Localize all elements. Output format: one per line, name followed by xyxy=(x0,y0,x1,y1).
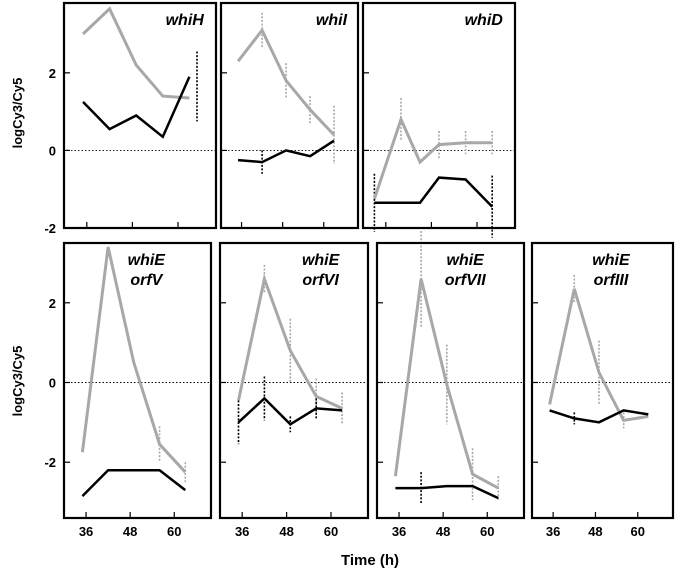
x-tick-label: 36 xyxy=(235,524,249,539)
series-line-gray xyxy=(237,273,343,410)
panel-3: whiD xyxy=(361,1,517,238)
series-line-black xyxy=(81,468,187,497)
panel-7: 36 48 60 whiE orfIII xyxy=(530,241,675,539)
series-line-black xyxy=(395,484,499,500)
series-line-gray xyxy=(81,6,190,100)
panel-frame xyxy=(62,1,218,230)
y-tick-label: -2 xyxy=(44,455,56,470)
series-line-gray xyxy=(80,246,187,474)
panel-frame xyxy=(219,1,360,230)
panel-frame xyxy=(375,241,526,520)
panel-frame xyxy=(62,241,213,520)
panel-frame xyxy=(218,241,370,520)
y-tick-label: 0 xyxy=(49,375,56,390)
x-tick-label: 60 xyxy=(480,524,494,539)
x-axis-title: Time (h) xyxy=(341,552,399,569)
x-tick-label: 60 xyxy=(631,524,645,539)
x-tick-label: 36 xyxy=(546,524,560,539)
panel-frame xyxy=(361,1,517,230)
panel-title: whiE xyxy=(447,252,486,269)
y-tick-label: 2 xyxy=(49,66,56,81)
x-tick-label: 36 xyxy=(392,524,406,539)
series-line-gray xyxy=(236,27,336,136)
x-tick-label: 36 xyxy=(79,524,93,539)
x-tick-label: 60 xyxy=(167,524,181,539)
y-axis-title-top: logCy3/Cy5 xyxy=(10,78,25,149)
x-tick-label: 48 xyxy=(123,524,137,539)
panel-2: whiI xyxy=(219,1,360,230)
y-tick-label: 0 xyxy=(49,143,56,158)
panel-5: 36 48 60 whiE orfVI xyxy=(218,241,370,539)
series-line-black xyxy=(237,139,335,164)
x-tick-label: 48 xyxy=(436,524,450,539)
panel-title: whiD xyxy=(465,12,504,29)
series-line-gray xyxy=(393,278,500,490)
series-line-gray xyxy=(372,115,493,200)
panel-4: -2 0 2 36 48 60 whiE orfV xyxy=(44,241,213,539)
panel-title: whiE xyxy=(128,252,167,269)
panel-title: whiE xyxy=(592,252,631,269)
panel-title: orfVI xyxy=(302,272,339,289)
panel-title: whiE xyxy=(302,252,341,269)
y-axis-title-bottom: logCy3/Cy5 xyxy=(10,346,25,417)
panel-title: orfIII xyxy=(594,272,629,289)
panel-6: 36 48 60 whiE orfVII xyxy=(375,231,526,539)
panel-title: whiH xyxy=(166,12,205,29)
panel-1: -2 0 2 whiH xyxy=(44,1,218,236)
panel-title: orfV xyxy=(130,272,163,289)
series-line-gray xyxy=(548,288,649,423)
panel-title: orfVII xyxy=(445,272,486,289)
panel-title: whiI xyxy=(316,12,348,29)
y-tick-label: -2 xyxy=(44,221,56,236)
series-line-black xyxy=(82,76,191,139)
y-tick-label: 2 xyxy=(49,296,56,311)
series-line-black xyxy=(549,409,649,424)
x-tick-label: 60 xyxy=(324,524,338,539)
x-tick-label: 48 xyxy=(279,524,293,539)
x-tick-label: 48 xyxy=(588,524,602,539)
series-line-black xyxy=(237,396,343,426)
panel-frame xyxy=(530,241,675,520)
series-line-black xyxy=(374,176,494,208)
